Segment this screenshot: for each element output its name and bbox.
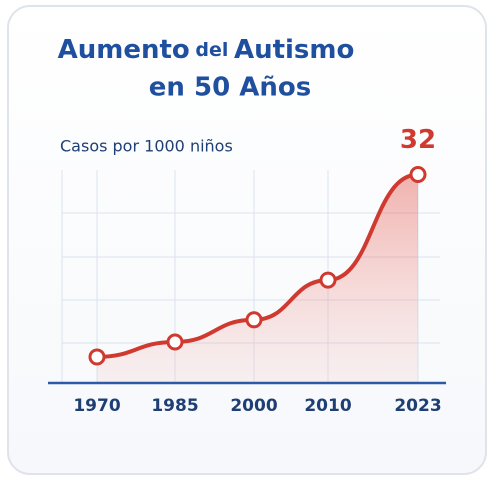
point (166, 333, 184, 351)
point (245, 311, 263, 329)
chart-title: en 50 Años (149, 73, 311, 103)
x-tick-label: 1970 (73, 396, 120, 416)
area (97, 174, 418, 383)
x-tick-label: 2000 (230, 396, 277, 416)
chart-title: Aumento del Autismo (58, 35, 355, 65)
y-axis-label: Casos por 1000 niños (60, 137, 233, 156)
title-part: Autismo (234, 35, 354, 65)
x-tick-label: 2023 (394, 396, 441, 416)
x-tick-label: 1985 (151, 396, 198, 416)
value-label: 32 (400, 125, 436, 155)
title-part: Aumento (58, 35, 190, 65)
point (88, 348, 106, 366)
point (319, 271, 337, 289)
line (95, 172, 420, 359)
title-part: del (195, 39, 228, 61)
x-tick-label: 2010 (304, 396, 351, 416)
point (409, 166, 427, 184)
